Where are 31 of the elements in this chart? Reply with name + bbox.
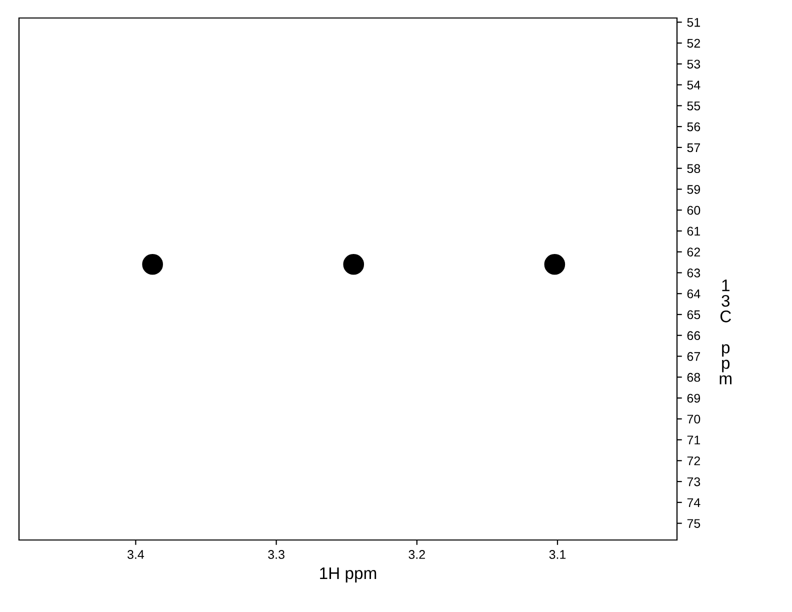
y-tick-label: 60 xyxy=(687,206,700,215)
y-tick-label: 57 xyxy=(687,143,700,152)
y-tick-label: 61 xyxy=(687,226,700,236)
y-tick-label: 52 xyxy=(687,38,700,48)
y-tick-label: 65 xyxy=(687,310,700,320)
y-tick-label: 54 xyxy=(687,80,700,90)
y-tick-label: 67 xyxy=(687,352,700,361)
y-tick-label: 73 xyxy=(687,477,700,486)
y-tick-label: 63 xyxy=(687,268,700,278)
y-tick-label: 70 xyxy=(687,414,700,424)
y-tick-label: 55 xyxy=(687,102,700,110)
y-tick-label: 51 xyxy=(687,18,700,27)
x-tick-label: 3.1 xyxy=(549,550,566,559)
y-tick-label: 72 xyxy=(687,456,700,466)
y-tick-label: 74 xyxy=(687,498,700,507)
y-tick-label: 68 xyxy=(687,372,700,382)
x-tick-label: 3.3 xyxy=(268,550,284,559)
x-axis-title: 1H ppm xyxy=(320,568,376,582)
y-tick-label: 53 xyxy=(687,60,700,69)
y-tick-label: 69 xyxy=(687,394,700,403)
y-tick-label: 58 xyxy=(687,164,700,173)
y-tick-label: 64 xyxy=(687,289,700,298)
y-tick-label: 75 xyxy=(687,519,700,528)
y-tick-label: 71 xyxy=(687,436,700,444)
y-tick-label: 56 xyxy=(687,122,700,132)
y-tick-label: 66 xyxy=(687,331,700,340)
text: 13C ppm xyxy=(720,280,732,384)
y-tick-label: 62 xyxy=(687,248,700,257)
x-tick-label: 3.4 xyxy=(127,550,144,559)
x-tick-label: 3.2 xyxy=(408,550,425,559)
y-tick-label: 59 xyxy=(687,185,700,194)
